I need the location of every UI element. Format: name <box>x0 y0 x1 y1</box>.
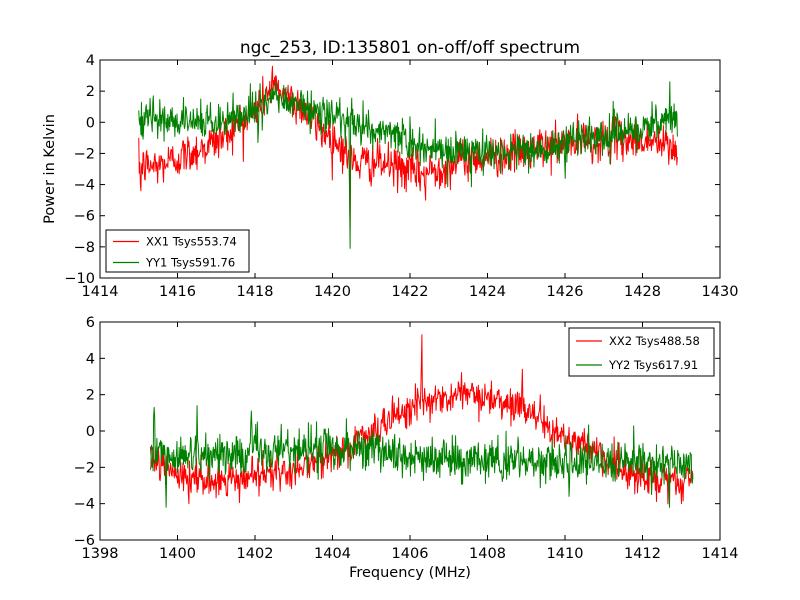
series-line-xx2 <box>149 334 694 505</box>
bottom-spectrum-panel: 1398 1400 1402 1404 1406 1408 1410 1412 1414 −6 −4… <box>74 315 739 562</box>
x-tick-label: 1406 <box>392 546 429 562</box>
y-tick-label: −2 <box>74 460 95 476</box>
top-spectrum-panel: 1414 1416 1418 1420 1422 1424 1426 1428 1430 −10 −… <box>64 53 738 300</box>
y-tick-label: −4 <box>74 497 95 513</box>
x-tick-label: 1414 <box>82 284 119 300</box>
y-tick-label: −2 <box>74 146 95 162</box>
y-tick-label: 2 <box>86 84 95 100</box>
series-lines <box>149 334 694 508</box>
y-tick-label: −8 <box>74 240 95 256</box>
y-tick-label: −6 <box>74 533 95 549</box>
x-tick-label: 1416 <box>159 284 196 300</box>
legend: XX2 Tsys488.58 YY2 Tsys617.91 <box>568 327 715 377</box>
x-tick-label: 1428 <box>624 284 661 300</box>
y-axis-label: Power in Kelvin <box>42 114 58 224</box>
x-axis-label: Frequency (MHz) <box>349 565 471 581</box>
x-tick-label: 1418 <box>237 284 274 300</box>
y-tick-label: 2 <box>86 388 95 404</box>
legend-box <box>568 327 715 377</box>
x-tick-label: 1430 <box>702 284 739 300</box>
y-tick-label: 4 <box>86 53 95 69</box>
x-tick-label: 1398 <box>82 546 119 562</box>
series-line-yy2 <box>149 405 694 508</box>
legend: XX1 Tsys553.74 YY1 Tsys591.76 <box>105 229 250 273</box>
y-tick-label: 4 <box>86 351 95 367</box>
x-tick-label: 1422 <box>392 284 429 300</box>
x-tick-label: 1400 <box>159 546 196 562</box>
x-tick-label: 1420 <box>314 284 351 300</box>
y-tick-label: 6 <box>86 315 95 331</box>
y-tick-label: −6 <box>74 209 95 225</box>
legend-entry-label: XX2 Tsys488.58 <box>609 334 700 348</box>
x-tick-label: 1402 <box>237 546 274 562</box>
x-tick-label: 1408 <box>469 546 506 562</box>
x-tick-label: 1404 <box>314 546 351 562</box>
y-tick-label: 0 <box>86 115 95 131</box>
y-tick-label: 0 <box>86 424 95 440</box>
y-tick-label: −10 <box>64 271 95 287</box>
legend-box <box>105 229 250 273</box>
x-tick-label: 1424 <box>469 284 506 300</box>
legend-entry-label: YY1 Tsys591.76 <box>145 256 235 270</box>
x-tick-label: 1414 <box>702 546 739 562</box>
series-line-yy1 <box>138 81 678 249</box>
legend-entry-label: XX1 Tsys553.74 <box>146 235 237 249</box>
y-tick-label: −4 <box>74 178 95 194</box>
legend-entry-label: YY2 Tsys617.91 <box>608 358 698 372</box>
series-lines <box>138 65 678 249</box>
x-tick-label: 1410 <box>547 546 584 562</box>
x-tick-label: 1426 <box>547 284 584 300</box>
x-tick-label: 1412 <box>624 546 661 562</box>
chart-title: ngc_253, ID:135801 on-off/off spectrum <box>240 38 580 58</box>
